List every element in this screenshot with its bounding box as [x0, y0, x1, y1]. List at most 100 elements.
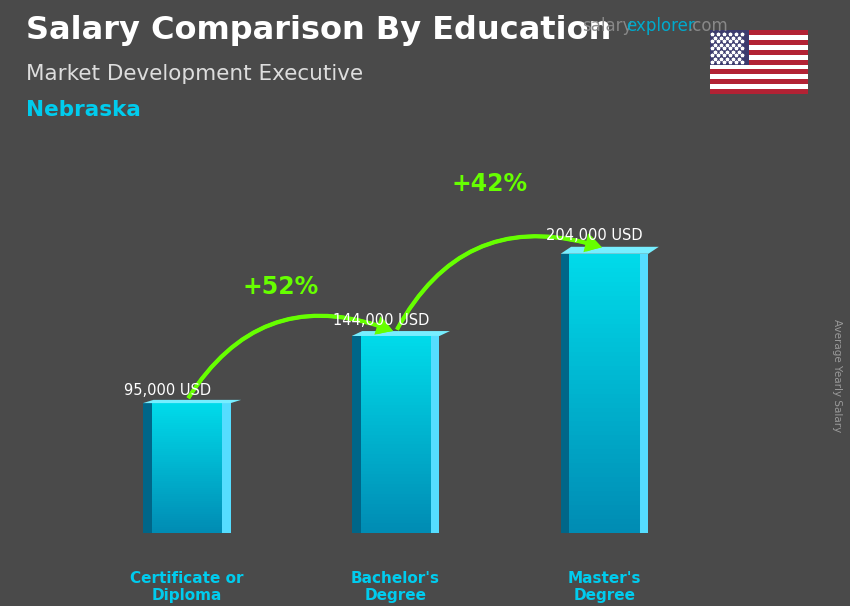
Bar	[151, 405, 222, 407]
Bar	[639, 254, 649, 533]
Bar	[151, 466, 222, 468]
Bar	[710, 30, 749, 65]
Bar	[360, 388, 431, 392]
Text: 144,000 USD: 144,000 USD	[333, 313, 429, 328]
Bar	[151, 496, 222, 499]
Bar	[570, 478, 639, 482]
Bar	[151, 403, 222, 405]
Bar	[570, 487, 639, 491]
Bar	[143, 403, 151, 533]
Bar	[360, 451, 431, 454]
Bar	[360, 425, 431, 428]
Bar	[570, 403, 639, 407]
Bar	[151, 468, 222, 470]
Bar	[710, 70, 808, 75]
Bar	[710, 50, 808, 55]
Bar	[151, 484, 222, 485]
Bar	[360, 444, 431, 448]
Bar	[360, 458, 431, 461]
Bar	[360, 395, 431, 399]
Bar	[151, 455, 222, 458]
Bar	[360, 362, 431, 365]
Bar	[570, 375, 639, 379]
Bar	[570, 342, 639, 347]
Bar	[151, 429, 222, 431]
Bar	[360, 392, 431, 395]
Text: Nebraska: Nebraska	[26, 100, 140, 120]
Bar	[151, 490, 222, 492]
Bar	[151, 516, 222, 518]
Bar	[710, 79, 808, 84]
Bar	[360, 490, 431, 494]
Bar	[570, 287, 639, 291]
Bar	[710, 45, 808, 50]
Bar	[151, 511, 222, 514]
Bar	[151, 514, 222, 516]
Bar	[360, 385, 431, 388]
Bar	[151, 522, 222, 525]
Bar	[360, 342, 431, 346]
Bar	[360, 517, 431, 520]
Bar	[151, 407, 222, 410]
Text: explorer: explorer	[626, 17, 695, 35]
Bar	[570, 351, 639, 356]
Bar	[570, 393, 639, 398]
Bar	[151, 507, 222, 510]
Bar	[360, 369, 431, 372]
Bar	[360, 349, 431, 353]
Bar	[151, 492, 222, 494]
Bar	[570, 501, 639, 505]
Bar	[151, 462, 222, 464]
Bar	[151, 427, 222, 429]
Polygon shape	[143, 400, 241, 403]
Bar	[352, 336, 360, 533]
Bar	[570, 305, 639, 310]
Bar	[570, 296, 639, 301]
Bar	[151, 444, 222, 447]
Bar	[360, 438, 431, 441]
Bar	[151, 488, 222, 490]
FancyArrowPatch shape	[187, 314, 393, 399]
Bar	[570, 301, 639, 305]
Bar	[570, 524, 639, 528]
Bar	[570, 365, 639, 370]
Bar	[151, 503, 222, 505]
Bar	[570, 459, 639, 464]
Text: Market Development Executive: Market Development Executive	[26, 64, 363, 84]
Bar	[360, 336, 431, 339]
Bar	[570, 440, 639, 445]
Bar	[570, 328, 639, 333]
Bar	[360, 524, 431, 527]
Bar	[360, 471, 431, 474]
Bar	[151, 499, 222, 501]
Bar	[710, 65, 808, 70]
Bar	[151, 479, 222, 481]
Bar	[570, 361, 639, 365]
Bar	[570, 445, 639, 450]
Bar	[570, 407, 639, 412]
Bar	[360, 513, 431, 517]
Bar	[151, 422, 222, 425]
Bar	[151, 436, 222, 438]
Text: 95,000 USD: 95,000 USD	[124, 383, 211, 398]
Bar	[570, 510, 639, 514]
Bar	[151, 416, 222, 418]
Bar	[360, 501, 431, 504]
Bar	[570, 528, 639, 533]
Bar	[151, 521, 222, 522]
Bar	[151, 501, 222, 503]
Bar	[360, 461, 431, 464]
Bar	[570, 519, 639, 524]
Bar	[561, 254, 570, 533]
Bar	[360, 474, 431, 478]
Bar	[360, 353, 431, 356]
Text: Bachelor's
Degree: Bachelor's Degree	[351, 571, 440, 604]
Bar	[570, 254, 639, 258]
Bar	[360, 464, 431, 467]
Bar	[360, 530, 431, 533]
Bar	[570, 514, 639, 519]
Bar	[151, 529, 222, 531]
Bar	[360, 494, 431, 497]
Bar	[151, 410, 222, 412]
Bar	[570, 263, 639, 268]
